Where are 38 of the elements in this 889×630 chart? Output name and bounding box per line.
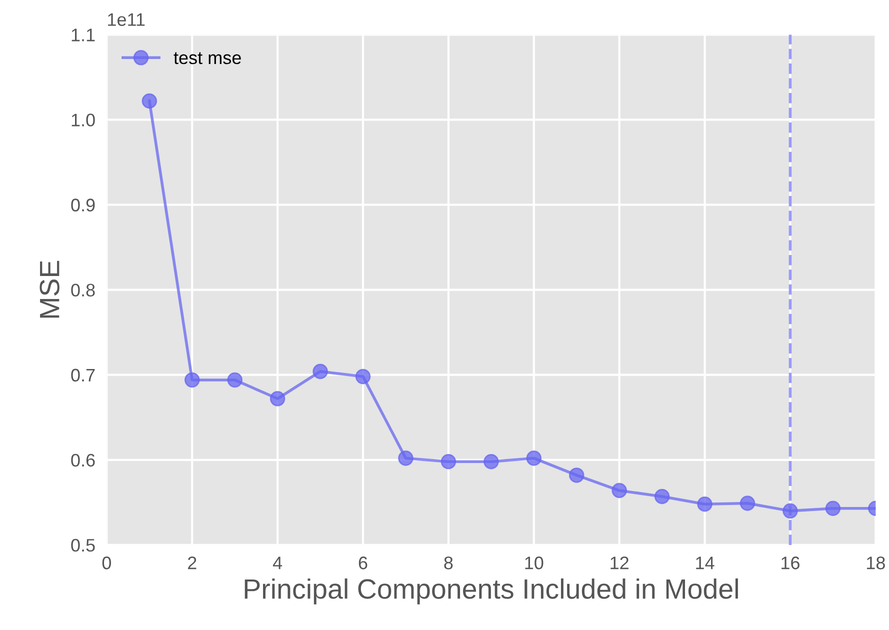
y-axis-title: MSE	[40, 260, 60, 318]
x-tick-label: 4	[272, 556, 282, 570]
point	[782, 503, 798, 519]
point	[740, 496, 756, 511]
x-tick-label: 18	[867, 556, 885, 570]
y-tick-label: 1.0	[72, 114, 95, 126]
x-tick-label: 0	[102, 556, 111, 570]
point	[184, 372, 200, 388]
point	[484, 454, 499, 470]
y-tick-label: 0.8	[71, 284, 95, 297]
point	[697, 496, 712, 512]
point	[440, 454, 456, 470]
x-tick-label: 10	[525, 556, 544, 570]
point	[355, 368, 371, 384]
y-tick-label: 0.7	[71, 368, 95, 382]
y-tick-label: 0.6	[71, 454, 95, 467]
y-tick-label: 0.9	[71, 198, 95, 212]
point	[142, 93, 158, 109]
y-tick-label: 0.5	[71, 538, 95, 552]
y-tick-label: 1.1	[72, 28, 95, 42]
text: 1e11	[108, 13, 145, 26]
point	[526, 450, 542, 466]
x-axis-title: Principal Components Included in Model	[244, 578, 738, 604]
point	[270, 391, 286, 406]
point	[825, 500, 841, 516]
point	[312, 364, 328, 380]
x-tick-label: 6	[358, 556, 368, 570]
point	[654, 488, 670, 504]
point	[612, 482, 627, 498]
point	[398, 450, 414, 466]
legend-label: test mse	[174, 52, 241, 64]
x-tick-label: 14	[696, 556, 714, 570]
x-tick-label: 12	[610, 556, 628, 570]
point	[568, 468, 584, 483]
x-tick-label: 2	[188, 556, 196, 570]
point	[227, 372, 242, 388]
x-tick-label: 8	[444, 556, 453, 570]
x-tick-label: 16	[782, 556, 800, 570]
